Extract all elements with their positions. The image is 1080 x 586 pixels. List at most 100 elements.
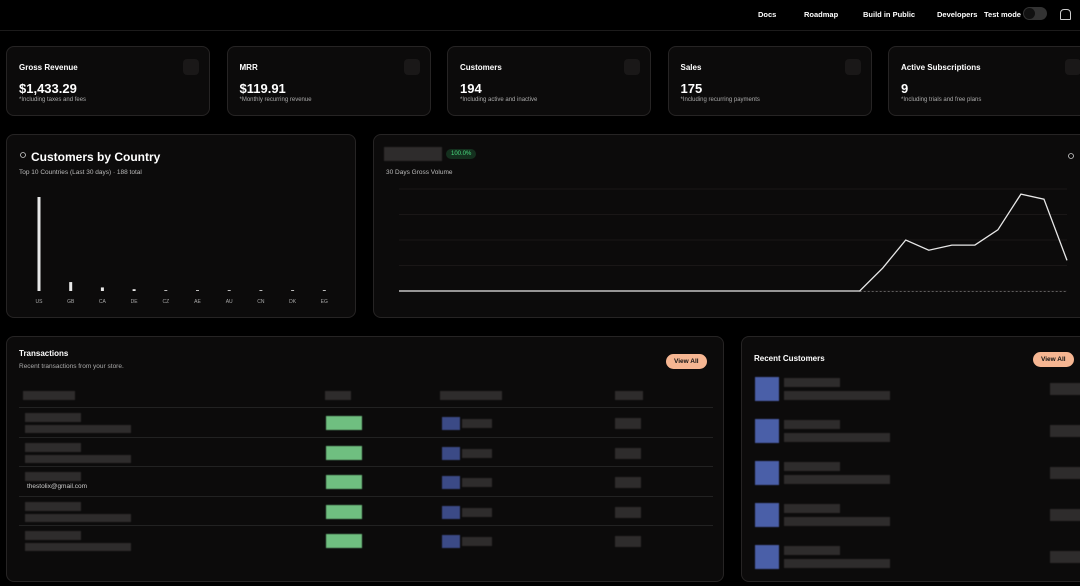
volume-card: 100.0% 30 Days Gross Volume <box>373 134 1080 318</box>
redacted-avatar <box>755 503 779 527</box>
redacted-name <box>25 501 81 511</box>
redacted-method <box>442 535 460 548</box>
redacted-email <box>25 513 131 522</box>
stat-icon <box>1065 59 1080 75</box>
transactions-subtitle: Recent transactions from your store. <box>19 363 124 370</box>
x-tick-label: EG <box>321 299 328 305</box>
nav-developers[interactable]: Developers <box>937 10 978 19</box>
redacted-status <box>326 445 362 460</box>
row-divider <box>19 525 713 526</box>
test-mode-label: Test mode <box>984 10 1021 19</box>
redacted-status <box>326 504 362 519</box>
stat-card: Active Subscriptions 9 *Including trials a… <box>888 46 1080 116</box>
redacted-amount <box>615 536 641 547</box>
redacted-email <box>784 559 890 568</box>
x-tick-label: DE <box>131 299 139 305</box>
redacted-amount <box>615 477 641 488</box>
x-tick-label: CA <box>99 299 107 305</box>
redacted-value <box>1050 425 1080 437</box>
redacted-name <box>784 546 840 555</box>
redacted-method <box>442 417 460 430</box>
redacted-value <box>1050 551 1080 563</box>
bar <box>164 290 168 291</box>
x-tick-label: US <box>36 299 44 305</box>
redacted-name <box>784 378 840 387</box>
redacted-name <box>25 413 81 422</box>
stat-value: $1,433.29 <box>19 81 77 96</box>
bar <box>227 290 231 291</box>
redacted-name <box>784 462 840 471</box>
share-icon <box>1068 153 1074 159</box>
stat-title: Sales <box>680 63 702 72</box>
redacted-header <box>325 391 351 400</box>
transactions-title: Transactions <box>19 349 69 358</box>
nav-build[interactable]: Build in Public <box>863 10 916 19</box>
country-title: Customers by Country <box>31 150 161 164</box>
country-chart: US GB CA DE CZ AE AU CN DK EG <box>20 152 328 305</box>
stat-title: Active Subscriptions <box>901 63 981 72</box>
redacted-amount <box>615 418 641 429</box>
stat-note: *Including taxes and fees <box>19 97 87 103</box>
volume-subtitle: 30 Days Gross Volume <box>386 169 453 176</box>
x-tick-label: AU <box>226 299 233 305</box>
row-divider <box>19 407 713 408</box>
recent-customers-view-all[interactable]: View All <box>1033 352 1074 367</box>
country-subtitle: Top 10 Countries (Last 30 days) · 188 to… <box>19 169 142 176</box>
stat-card: Sales 175 *Including recurring payments <box>667 46 872 116</box>
stat-card: MRR $119.91 *Monthly recurring revenue <box>226 46 431 116</box>
redacted-name <box>784 504 840 513</box>
volume-line <box>399 193 1068 292</box>
redacted-email <box>25 454 131 463</box>
stat-note: *Including recurring payments <box>680 97 760 103</box>
redacted-header <box>23 391 75 400</box>
transactions-card: Transactions Recent transactions from yo… <box>6 336 724 582</box>
redacted-name <box>25 531 81 540</box>
stat-value: 175 <box>680 81 703 96</box>
row-divider <box>19 436 713 438</box>
stat-note: *Monthly recurring revenue <box>239 97 312 103</box>
volume-chart <box>399 153 1074 292</box>
transactions-view-all[interactable]: View All <box>666 354 707 369</box>
bar <box>196 290 199 291</box>
test-mode-toggle[interactable] <box>1023 7 1047 20</box>
stat-icon <box>624 59 640 75</box>
bar <box>259 290 263 291</box>
redacted-method-text <box>462 478 492 487</box>
redacted-name <box>784 420 840 429</box>
redacted-method-text <box>462 448 492 458</box>
redacted-name <box>25 472 81 481</box>
growth-badge: 100.0% <box>446 149 477 159</box>
stat-card: Customers 194 *Including active and inacti… <box>447 46 651 116</box>
stat-card: Gross Revenue $1,433.29 *Including taxes a… <box>6 46 210 116</box>
redacted-email <box>784 475 890 484</box>
x-tick-label: CZ <box>162 299 169 305</box>
stat-value: $119.91 <box>239 81 286 96</box>
redacted-avatar <box>755 377 779 401</box>
stat-title: Customers <box>460 63 502 72</box>
nav-roadmap[interactable]: Roadmap <box>804 10 839 19</box>
x-tick-label: AE <box>194 299 201 305</box>
row-divider <box>19 495 713 497</box>
redacted-email <box>25 543 131 551</box>
nav-docs[interactable]: Docs <box>758 10 777 19</box>
row-divider <box>19 466 713 467</box>
redacted-status <box>326 534 362 548</box>
redacted-method-text <box>462 507 492 517</box>
redacted-email <box>784 391 890 400</box>
bar <box>322 290 326 291</box>
redacted-header <box>615 391 643 400</box>
bell-icon[interactable] <box>1060 9 1071 20</box>
redacted-value <box>1050 509 1080 521</box>
redacted-value <box>1050 383 1080 395</box>
redacted-avatar <box>755 419 779 443</box>
redacted-email <box>25 425 131 433</box>
redacted-amount <box>615 506 641 518</box>
stat-title: Gross Revenue <box>19 63 78 72</box>
stat-value: 9 <box>901 81 909 96</box>
x-tick-label: DK <box>289 299 297 305</box>
stat-title: MRR <box>239 63 258 72</box>
country-card: Customers by Country Top 10 Countries (L… <box>6 134 356 318</box>
redacted-amount <box>615 447 641 459</box>
